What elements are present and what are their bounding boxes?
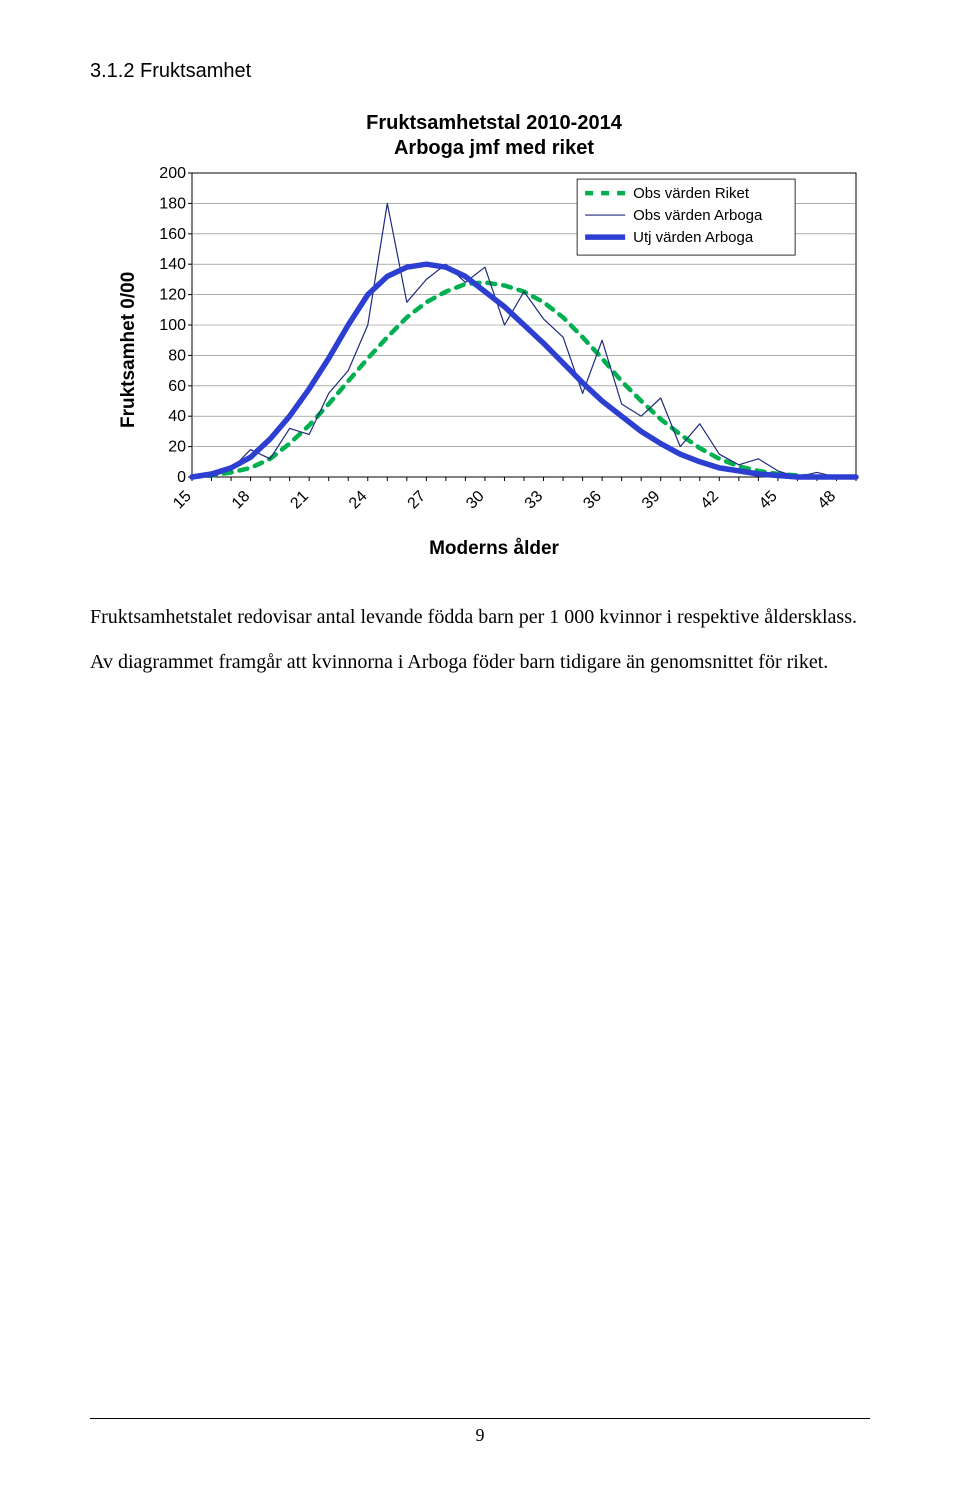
svg-text:27: 27 xyxy=(405,488,430,513)
svg-text:39: 39 xyxy=(639,488,664,513)
svg-text:160: 160 xyxy=(159,226,186,243)
footer-rule xyxy=(90,1418,870,1419)
svg-text:45: 45 xyxy=(756,488,781,513)
svg-text:33: 33 xyxy=(522,488,547,513)
svg-text:30: 30 xyxy=(463,488,488,513)
page-number: 9 xyxy=(476,1425,485,1445)
svg-text:Obs värden Arboga: Obs värden Arboga xyxy=(633,207,763,224)
svg-text:20: 20 xyxy=(168,439,186,456)
svg-text:Utj värden Arboga: Utj värden Arboga xyxy=(633,229,754,246)
svg-text:18: 18 xyxy=(229,488,254,513)
svg-text:Obs värden Riket: Obs värden Riket xyxy=(633,185,750,202)
fertility-chart: Fruktsamhetstal 2010-2014 Arboga jmf med… xyxy=(114,111,874,560)
chart-y-axis-label: Fruktsamhet 0/00 xyxy=(114,167,144,532)
svg-text:21: 21 xyxy=(287,488,312,513)
svg-text:200: 200 xyxy=(159,167,186,182)
svg-text:40: 40 xyxy=(168,408,186,425)
svg-text:140: 140 xyxy=(159,256,186,273)
body-paragraph-2: Av diagrammet framgår att kvinnorna i Ar… xyxy=(90,649,870,676)
svg-text:80: 80 xyxy=(168,347,186,364)
chart-title-line1: Fruktsamhetstal 2010-2014 xyxy=(366,112,622,134)
svg-text:60: 60 xyxy=(168,378,186,395)
body-text: Fruktsamhetstalet redovisar antal levand… xyxy=(90,604,870,676)
svg-text:180: 180 xyxy=(159,195,186,212)
svg-text:120: 120 xyxy=(159,287,186,304)
svg-text:100: 100 xyxy=(159,317,186,334)
chart-svg: 0 20 40 60 80 100 120 140 160 180 200 15 18 21 24 27 30 3… xyxy=(144,167,864,527)
svg-text:36: 36 xyxy=(580,488,605,513)
svg-text:48: 48 xyxy=(815,488,840,513)
document-page: 3.1.2 Fruktsamhet Fruktsamhetstal 2010-2… xyxy=(0,0,960,1486)
chart-title: Fruktsamhetstal 2010-2014 Arboga jmf med… xyxy=(114,111,874,161)
page-footer: 9 xyxy=(0,1418,960,1446)
svg-text:15: 15 xyxy=(170,488,195,513)
svg-text:24: 24 xyxy=(346,488,371,513)
chart-x-axis-label: Moderns ålder xyxy=(114,538,874,560)
chart-title-line2: Arboga jmf med riket xyxy=(394,137,594,159)
svg-text:42: 42 xyxy=(698,488,723,513)
chart-plot-area: 0 20 40 60 80 100 120 140 160 180 200 15 18 21 24 27 30 3… xyxy=(144,167,874,532)
section-heading: 3.1.2 Fruktsamhet xyxy=(90,60,870,83)
body-paragraph-1: Fruktsamhetstalet redovisar antal levand… xyxy=(90,604,870,631)
svg-text:0: 0 xyxy=(177,469,186,486)
